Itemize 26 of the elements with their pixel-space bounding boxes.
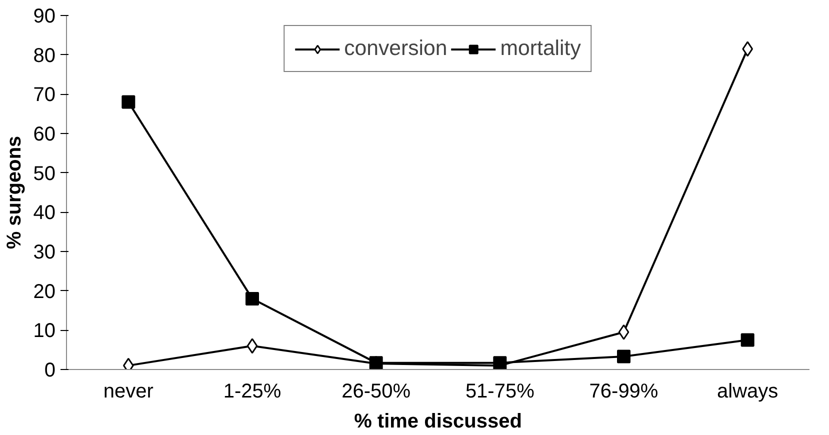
y-tick-label: 40 <box>33 202 56 224</box>
y-tick-label: 10 <box>33 320 56 342</box>
legend-label: conversion <box>344 36 448 61</box>
point <box>618 324 630 340</box>
y-tick-label: 80 <box>33 44 56 67</box>
y-axis-title: % surgeons <box>3 136 26 250</box>
point <box>740 333 754 347</box>
y-tick-label: 0 <box>44 360 56 382</box>
y-tick-label: 50 <box>33 162 56 185</box>
point <box>246 338 258 354</box>
x-tick-label: always <box>717 380 778 402</box>
point <box>617 350 630 364</box>
y-tick-label: 20 <box>33 280 56 303</box>
x-tick-label: 1-25% <box>223 380 282 402</box>
x-tick-label: never <box>103 380 154 402</box>
y-tick-label: 90 <box>33 6 56 28</box>
point <box>246 292 259 306</box>
x-tick-label: 51-75% <box>465 380 535 402</box>
x-tick-label: 26-50% <box>342 380 411 402</box>
point <box>122 95 136 109</box>
x-tick-label: 76-99% <box>589 380 658 402</box>
y-tick-label: 60 <box>33 124 56 146</box>
y-tick-label: 70 <box>33 84 56 106</box>
legend-label: mortality <box>500 36 581 61</box>
x-axis-title: % time discussed <box>354 410 522 432</box>
y-tick-label: 30 <box>33 242 56 264</box>
